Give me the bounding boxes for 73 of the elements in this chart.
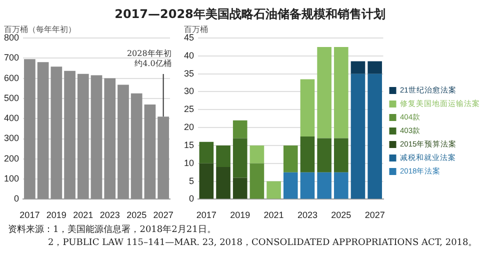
y-tick-label: 400 — [4, 113, 20, 124]
bar — [216, 145, 230, 167]
text: 资料来源：1，美国能源信息署，2018年2月21日。 — [8, 224, 217, 237]
bar — [317, 172, 332, 199]
bar — [250, 145, 264, 164]
bar — [118, 84, 129, 199]
x-tick-label: 2017 — [20, 210, 40, 220]
y-tick-label: 10 — [184, 158, 194, 168]
bar — [350, 74, 366, 199]
bar — [283, 172, 298, 199]
annotation: 2028年年初约4.0亿桶 — [126, 49, 172, 68]
y-tick-label: 40 — [184, 50, 194, 60]
bar — [232, 178, 248, 199]
bar — [24, 59, 36, 199]
y-tick-label: 600 — [4, 72, 20, 83]
y-tick-label: 200 — [4, 153, 20, 164]
bar — [216, 166, 230, 199]
bar — [368, 74, 382, 199]
bar — [158, 116, 169, 199]
bar — [300, 172, 315, 199]
bar — [300, 79, 315, 137]
y-tick-label: 30 — [184, 86, 194, 96]
bar — [37, 62, 49, 199]
y-tick-label: 500 — [4, 92, 20, 103]
y-axis-title: 百万桶（每年年初） — [4, 25, 76, 34]
y-tick-label: 700 — [4, 52, 20, 63]
bar — [199, 163, 214, 199]
y-axis-title: 百万桶 — [184, 25, 208, 34]
y-tick-label: 25 — [184, 104, 194, 114]
bar — [90, 75, 102, 199]
x-tick-label: 2027 — [153, 210, 174, 220]
y-tick-label: 100 — [4, 174, 20, 184]
x-tick-label: 2019 — [46, 210, 66, 220]
x-tick-label: 2021 — [264, 210, 284, 220]
bar — [104, 78, 116, 199]
y-tick-label: 45 — [184, 32, 194, 42]
bar — [266, 181, 281, 199]
x-tick-label: 2017 — [196, 210, 216, 220]
bar — [368, 61, 382, 74]
y-tick-label: 15 — [184, 140, 194, 150]
x-tick-label: 2021 — [73, 210, 94, 220]
y-tick-label: 20 — [184, 122, 194, 132]
bar — [144, 104, 156, 199]
x-tick-label: 2019 — [230, 210, 250, 220]
y-tick-label: 5 — [188, 176, 194, 186]
text: 2017—2028年美国战略石油储备规模和销售计划 — [114, 6, 386, 23]
bar — [232, 120, 248, 138]
x-tick-label: 2027 — [364, 210, 385, 220]
bar — [317, 46, 332, 138]
bar — [350, 61, 366, 74]
bar — [283, 145, 298, 172]
y-tick-label: 0 — [14, 194, 20, 204]
x-tick-label: 2025 — [331, 210, 352, 220]
bar — [317, 138, 332, 172]
bar — [50, 66, 62, 199]
bar — [232, 138, 248, 178]
x-tick-label: 2023 — [100, 210, 120, 220]
bar — [77, 74, 89, 199]
bar — [250, 163, 264, 199]
bar — [334, 172, 348, 199]
x-tick-label: 2025 — [126, 210, 147, 220]
bar — [334, 46, 348, 138]
bar — [334, 138, 348, 172]
text: 2，PUBLIC LAW 115–141—MAR. 23, 2018，CONSOLIDATED APPROPRIATIONS ACT, 2018。 — [47, 237, 478, 250]
y-tick-label: 300 — [4, 133, 20, 144]
bar — [199, 142, 214, 164]
bar — [300, 136, 315, 172]
y-tick-label: 0 — [188, 194, 194, 204]
y-tick-label: 800 — [4, 32, 20, 42]
x-tick-label: 2023 — [297, 210, 318, 220]
bar — [130, 93, 142, 199]
bar — [64, 70, 76, 199]
y-tick-label: 35 — [184, 68, 194, 78]
